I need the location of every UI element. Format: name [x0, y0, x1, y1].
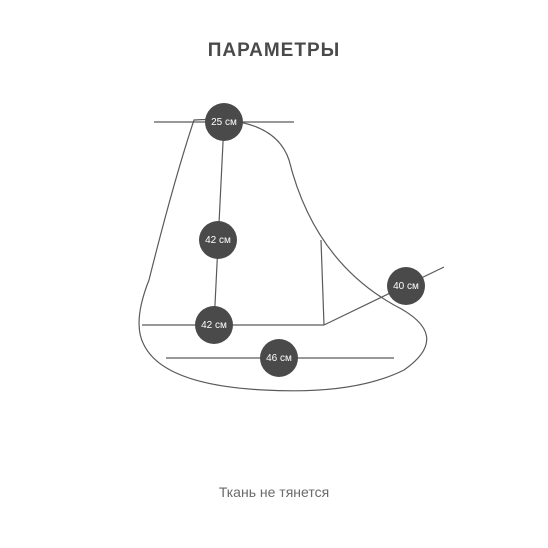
- measurement-line: [321, 240, 324, 325]
- dimension-badge: 42 см: [199, 221, 237, 259]
- dimension-badge: 46 см: [260, 339, 298, 377]
- measurement-line: [324, 267, 444, 325]
- page-title: ПАРАМЕТРЫ: [0, 40, 548, 62]
- chair-dimensions-diagram: 25 см 42 см 42 см 46 см 40 см: [94, 90, 454, 410]
- dimension-badge: 42 см: [195, 306, 233, 344]
- dimension-badge: 40 см: [387, 267, 425, 305]
- dimension-badge: 25 см: [205, 103, 243, 141]
- footer-note: Ткань не тянется: [0, 484, 548, 500]
